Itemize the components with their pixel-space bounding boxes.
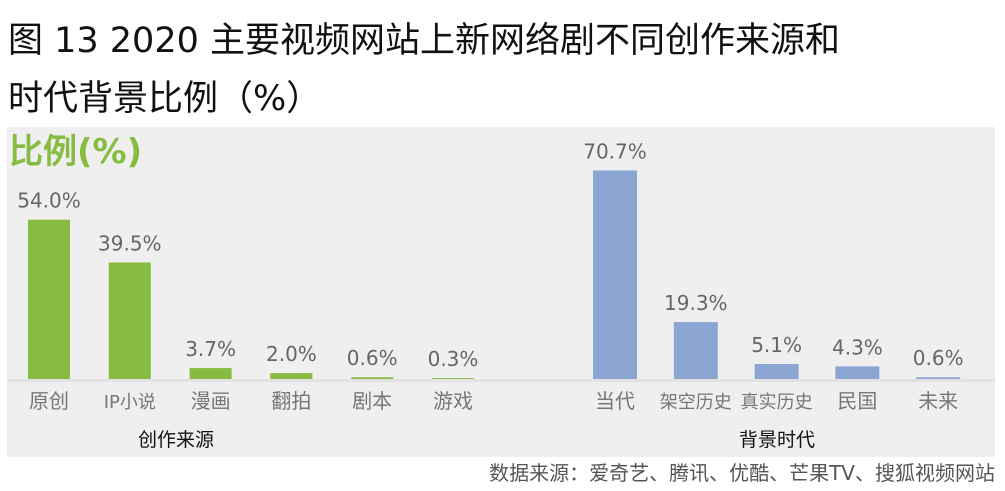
bar — [593, 170, 637, 379]
x-tick-label: 翻拍 — [271, 389, 311, 413]
data-label: 70.7% — [583, 139, 647, 163]
x-tick-label: 漫画 — [191, 389, 231, 413]
chart-title-line2: 时代背景比例（%） — [8, 79, 322, 119]
x-tick-label: 架空历史 — [660, 392, 732, 413]
bar — [754, 363, 799, 379]
x-tick-label: 游戏 — [433, 389, 473, 413]
data-source: 数据来源：爱奇艺、腾讯、优酷、芒果TV、搜狐视频网站 — [489, 461, 995, 485]
bar — [432, 378, 474, 379]
bar — [28, 219, 70, 379]
x-tick-label: 原创 — [29, 389, 69, 413]
data-label: 5.1% — [751, 333, 802, 357]
bar — [270, 373, 313, 379]
data-label: 0.3% — [428, 347, 479, 371]
x-axis-label: 背景时代 — [739, 429, 815, 451]
data-label: 39.5% — [98, 231, 162, 255]
x-tick-label: IP小说 — [104, 392, 156, 413]
bar — [916, 377, 961, 379]
data-label: 3.7% — [185, 337, 236, 361]
bar — [351, 377, 394, 379]
bar — [108, 262, 151, 379]
bar — [189, 368, 232, 379]
data-label: 2.0% — [266, 342, 317, 366]
chart-panel — [7, 127, 995, 457]
data-label: 19.3% — [664, 291, 728, 315]
data-label: 0.6% — [913, 346, 964, 370]
x-tick-label: 真实历史 — [741, 392, 813, 413]
data-label: 4.3% — [832, 335, 883, 359]
chart-title-line1: 图 13 2020 主要视频网站上新网络剧不同创作来源和 — [8, 21, 840, 61]
data-label: 54.0% — [17, 189, 81, 213]
x-tick-label: 民国 — [837, 389, 877, 413]
x-axis-line — [7, 379, 995, 382]
bar — [673, 322, 718, 379]
x-axis-label: 创作来源 — [138, 429, 214, 451]
y-axis-label: 比例(%) — [9, 132, 143, 172]
x-tick-label: 未来 — [918, 389, 958, 413]
x-tick-label: 当代 — [595, 389, 635, 413]
data-label: 0.6% — [347, 346, 398, 370]
bar — [835, 366, 880, 379]
x-tick-label: 剧本 — [352, 389, 392, 413]
